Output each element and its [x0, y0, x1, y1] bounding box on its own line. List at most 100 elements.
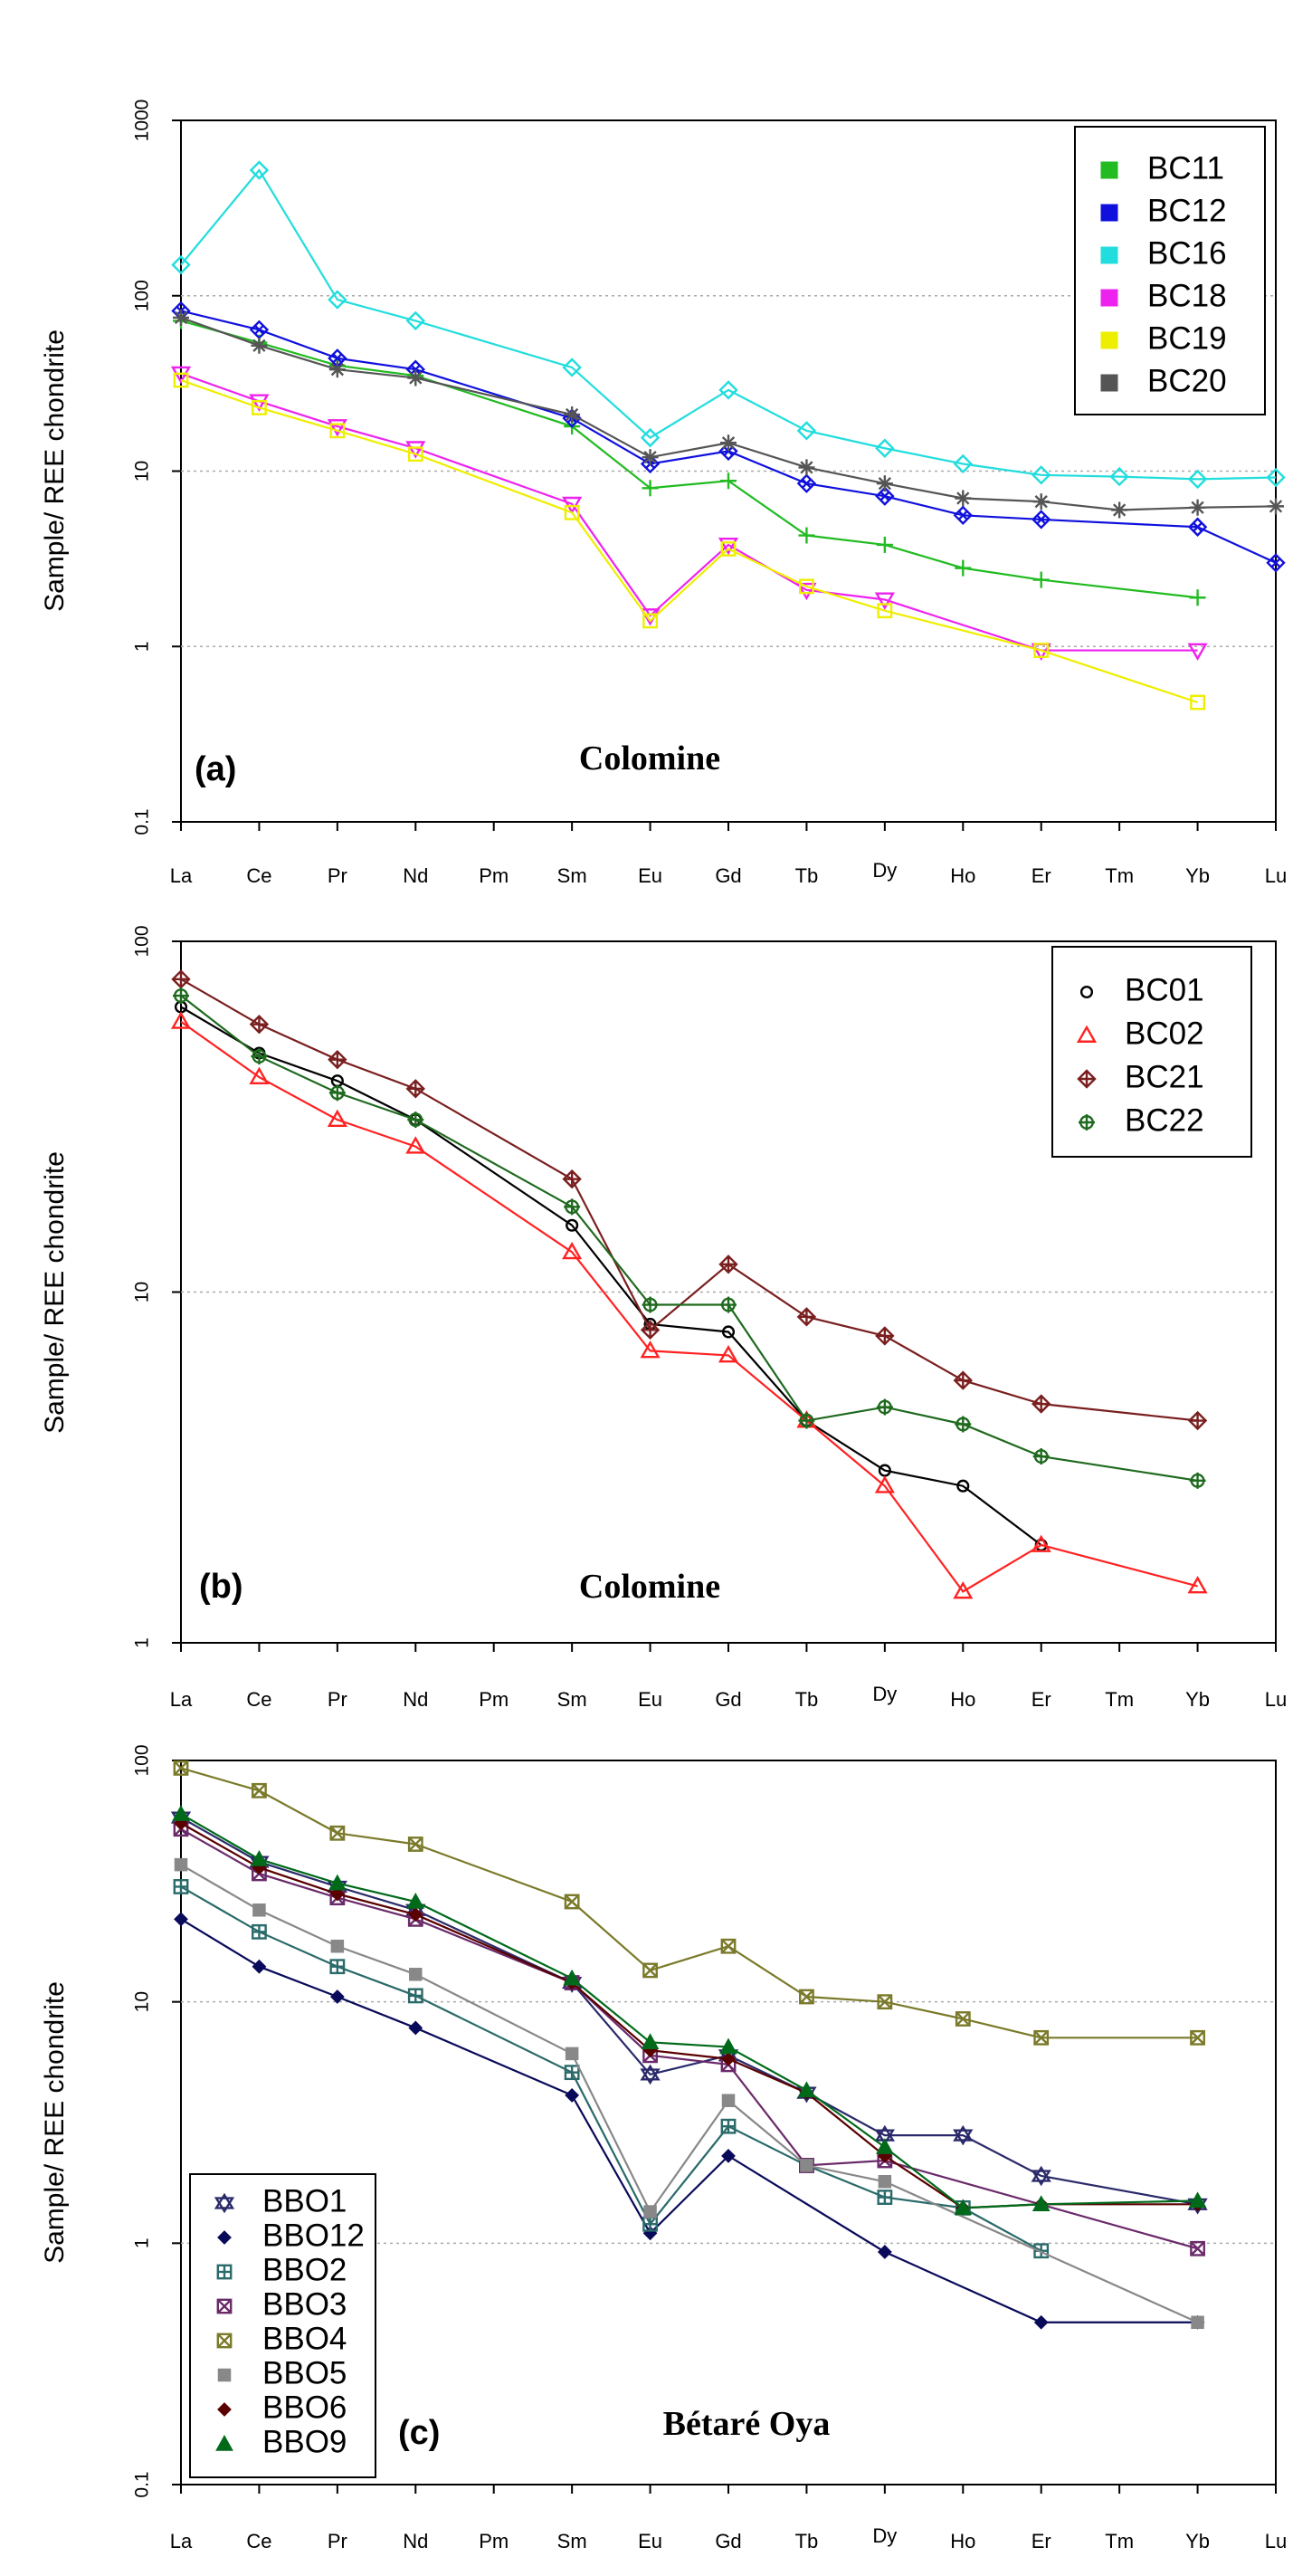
legend-marker	[216, 2298, 233, 2314]
data-point	[1111, 501, 1128, 519]
data-point	[329, 1825, 346, 1841]
legend: BC01 BC02 BC21 BC22	[1051, 946, 1252, 1158]
legend-marker	[217, 2368, 232, 2382]
legend-label: BC16	[1147, 235, 1227, 271]
panel-title: Colomine	[579, 1568, 720, 1606]
data-point	[405, 1136, 426, 1154]
series-line	[180, 995, 1198, 1482]
x-tick-label: Yb	[1185, 1688, 1210, 1711]
legend-label: BC22	[1125, 1102, 1204, 1138]
data-point	[1033, 2029, 1050, 2046]
x-tick-label: Gd	[715, 864, 741, 887]
data-point	[720, 1296, 737, 1313]
legend-marker	[1100, 289, 1118, 307]
x-tick-label: Er	[1032, 1688, 1051, 1711]
data-point	[718, 1255, 738, 1274]
x-tick-label: Eu	[638, 1688, 662, 1711]
legend-marker	[1079, 985, 1094, 999]
x-tick-label: Pr	[328, 1688, 347, 1711]
data-point	[953, 505, 973, 525]
data-point	[329, 1886, 345, 1902]
data-point	[407, 1988, 423, 2004]
legend-label: BC11	[1147, 150, 1224, 186]
y-tick-label: 1	[132, 1637, 153, 1648]
y-tick-label: 100	[132, 1744, 153, 1776]
data-point	[249, 1014, 270, 1035]
data-point	[171, 254, 191, 275]
x-tick-label: Nd	[403, 2530, 428, 2552]
x-tick-label: Ce	[246, 864, 271, 887]
data-point	[640, 1320, 661, 1340]
legend-marker	[1076, 1025, 1098, 1043]
data-point	[1187, 643, 1208, 661]
x-tick-label: Eu	[638, 2530, 662, 2552]
y-axis-label: Sample/ REE chondrite	[40, 329, 70, 612]
data-point	[252, 400, 267, 415]
data-point	[721, 2094, 736, 2107]
series-bc19	[173, 372, 1205, 711]
data-point	[796, 473, 817, 493]
data-point	[173, 1879, 189, 1894]
legend-marker	[1100, 204, 1118, 222]
data-point	[1031, 1534, 1051, 1552]
data-point	[874, 1475, 895, 1493]
data-point	[328, 1049, 347, 1070]
data-point	[329, 1959, 346, 1975]
data-point	[172, 1805, 190, 1821]
data-point	[800, 2159, 813, 2172]
legend-label: BC21	[1125, 1059, 1204, 1094]
data-point	[171, 969, 191, 989]
data-point	[249, 394, 270, 412]
data-point	[1266, 467, 1286, 488]
data-point	[1188, 2191, 1207, 2209]
data-point	[640, 2064, 661, 2085]
data-point	[718, 1345, 739, 1363]
data-point	[173, 987, 189, 1005]
x-tick-label: Lu	[1265, 1688, 1287, 1711]
series-line	[180, 978, 1198, 1422]
data-point	[718, 537, 739, 556]
data-point	[953, 453, 973, 474]
data-point	[1190, 2240, 1205, 2256]
x-tick-label: Tm	[1105, 2530, 1134, 2552]
data-point	[877, 2190, 893, 2205]
panel-label: (c)	[398, 2414, 440, 2452]
data-point	[876, 2138, 894, 2154]
panel-title: Bétaré Oya	[663, 2405, 831, 2443]
panel-label: (b)	[199, 1568, 243, 1606]
legend-marker	[215, 2434, 233, 2451]
data-point	[1033, 2314, 1049, 2330]
data-point	[249, 1066, 270, 1084]
data-point	[720, 1938, 737, 1954]
data-point	[719, 2037, 737, 2055]
data-point	[1190, 2029, 1205, 2046]
series-line	[180, 316, 1277, 511]
x-tick-label: Nd	[403, 1688, 428, 1711]
x-tick-label: La	[170, 1688, 193, 1711]
data-point	[1189, 499, 1206, 516]
x-tick-label: Nd	[403, 864, 428, 887]
legend-label: BBO5	[262, 2355, 347, 2390]
data-point	[955, 559, 972, 577]
data-point	[328, 1084, 346, 1102]
x-tick-label: Er	[1032, 2530, 1051, 2552]
data-point	[250, 1850, 269, 1866]
legend-marker	[214, 2192, 235, 2214]
data-point	[799, 578, 814, 595]
x-tick-label: Dy	[872, 2524, 897, 2547]
data-point	[956, 1479, 970, 1493]
series-line	[180, 1918, 1198, 2323]
data-point	[720, 2118, 737, 2134]
data-point	[955, 490, 972, 507]
series-line	[180, 1813, 1198, 2209]
x-tick-label: Yb	[1185, 864, 1210, 887]
series-bbo5	[174, 1857, 1204, 2330]
x-tick-label: Lu	[1265, 2530, 1287, 2552]
data-point	[405, 441, 426, 459]
x-tick-label: Dy	[872, 1683, 897, 1705]
data-point	[174, 1857, 188, 1872]
data-point	[173, 309, 189, 326]
y-axis-label: Sample/ REE chondrite	[40, 1981, 70, 2264]
data-point	[954, 2199, 973, 2216]
